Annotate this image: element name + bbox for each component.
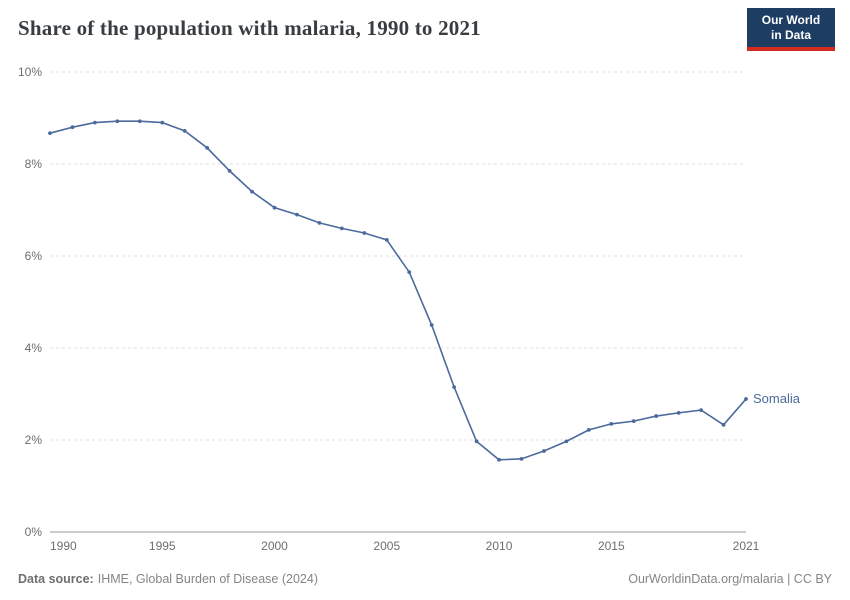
data-point[interactable]	[227, 169, 232, 173]
x-tick-label: 1995	[149, 539, 176, 553]
data-point[interactable]	[115, 119, 120, 124]
data-point[interactable]	[586, 427, 591, 432]
data-point[interactable]	[542, 449, 546, 453]
data-point[interactable]	[721, 422, 726, 427]
data-point[interactable]	[564, 439, 569, 444]
data-point[interactable]	[205, 146, 210, 150]
data-source: Data source: IHME, Global Burden of Disea…	[18, 572, 318, 586]
data-point[interactable]	[317, 220, 322, 225]
y-tick-label: 4%	[25, 341, 43, 355]
data-point[interactable]	[93, 120, 97, 125]
data-point[interactable]	[250, 189, 254, 194]
data-point[interactable]	[744, 397, 748, 401]
data-point[interactable]	[497, 457, 501, 462]
data-point[interactable]	[654, 414, 659, 418]
data-point[interactable]	[519, 456, 524, 461]
logo-text-line2: in Data	[770, 28, 811, 42]
data-point[interactable]	[295, 212, 299, 217]
data-point[interactable]	[182, 128, 187, 133]
x-tick-label: 2005	[373, 539, 400, 553]
logo-text-line1: Our World	[761, 13, 821, 27]
data-point[interactable]	[452, 385, 457, 389]
y-tick-label: 10%	[18, 65, 42, 79]
chart-header: Share of the population with malaria, 19…	[0, 0, 850, 56]
x-tick-label: 2000	[261, 539, 288, 553]
y-tick-label: 8%	[25, 157, 43, 171]
data-point[interactable]	[699, 408, 703, 412]
y-tick-label: 0%	[25, 525, 43, 539]
data-point[interactable]	[339, 226, 344, 231]
data-point[interactable]	[429, 323, 434, 327]
series-label-somalia[interactable]: Somalia	[753, 391, 801, 406]
x-tick-label: 2021	[733, 539, 760, 553]
data-point[interactable]	[160, 120, 165, 125]
data-point[interactable]	[631, 419, 636, 424]
data-point[interactable]	[384, 238, 389, 242]
data-point[interactable]	[362, 231, 367, 235]
data-point[interactable]	[676, 410, 681, 415]
data-point[interactable]	[474, 439, 479, 444]
chart-footer: Data source: IHME, Global Burden of Disea…	[0, 572, 850, 586]
data-point[interactable]	[137, 119, 142, 124]
data-point[interactable]	[272, 205, 277, 210]
chart-title: Share of the population with malaria, 19…	[18, 16, 481, 40]
owid-logo[interactable]: Our World in Data	[747, 8, 835, 51]
data-source-label: Data source:	[18, 572, 94, 586]
x-tick-label: 2010	[486, 539, 513, 553]
data-point[interactable]	[70, 125, 75, 130]
series-line-somalia[interactable]	[49, 120, 747, 461]
data-source-text: IHME, Global Burden of Disease (2024)	[97, 572, 318, 586]
x-tick-label: 1990	[50, 539, 77, 553]
data-point[interactable]	[609, 422, 614, 426]
y-tick-label: 6%	[25, 249, 43, 263]
data-point[interactable]	[407, 270, 412, 274]
x-tick-label: 2015	[598, 539, 625, 553]
credit-link[interactable]: OurWorldinData.org/malaria | CC BY	[628, 572, 832, 586]
y-tick-label: 2%	[25, 433, 43, 447]
data-point[interactable]	[48, 131, 52, 136]
